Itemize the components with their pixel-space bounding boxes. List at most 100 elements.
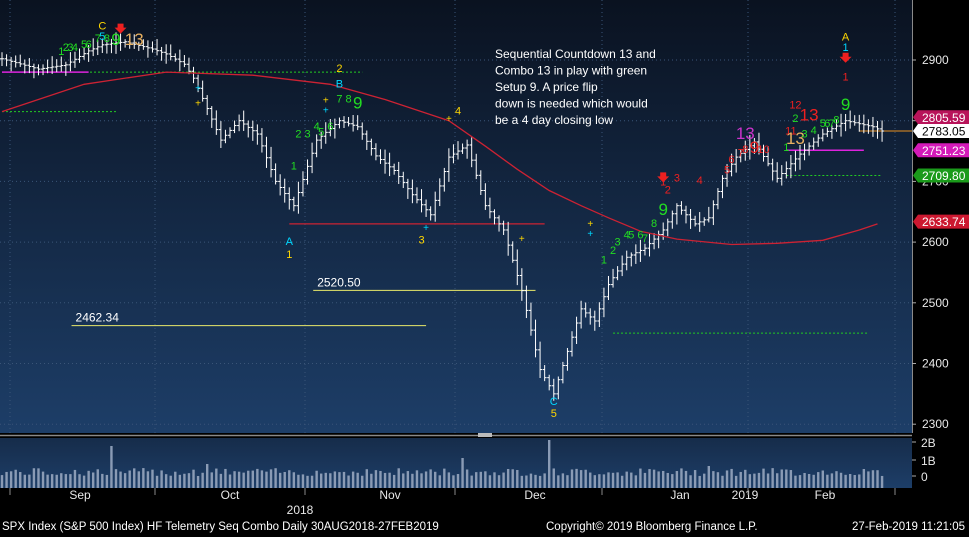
volume-bar [50,474,54,488]
volume-bar [96,469,99,488]
volume-bar [561,473,565,488]
volume-bar [589,472,592,488]
price-tag-bg [913,214,969,229]
volume-bar [712,471,715,488]
x-month-label: Nov [379,488,400,502]
volume-bar [288,470,291,488]
volume-bar [233,471,236,488]
volume-bar [434,471,437,488]
level-label: 2520.50 [317,275,361,289]
sequential-label: 3 [615,237,621,249]
volume-bar [470,475,473,488]
sequential-label: 6 [824,118,830,130]
volume-bar [14,469,17,488]
volume-bar [698,475,701,488]
volume-bar [315,470,318,488]
volume-bar [707,466,710,488]
volume-bar [32,468,36,488]
sequential-label: 1 [843,42,849,54]
volume-bar [716,472,720,488]
volume-bar [347,475,350,488]
sequential-label: 4 [697,175,703,187]
volume-bar [351,471,355,488]
volume-bar [867,471,870,488]
volume-bar [876,470,879,488]
volume-bar [652,469,656,488]
volume-bar [342,471,346,488]
volume-bar [269,469,273,488]
volume-bar [206,464,209,488]
volume-bar [871,470,875,488]
volume-bar [634,475,638,488]
volume-bar [133,468,136,488]
sequential-label: 4 [314,121,320,133]
sequential-label: 8 [833,115,839,127]
annotation-line: Setup 9. A price flip [495,80,598,94]
y-tick-label: 2500 [922,296,949,310]
volume-bar [114,469,118,488]
plus-marker: + [323,96,329,107]
volume-bar [256,468,259,488]
volume-bar [64,474,68,488]
volume-bar [383,472,387,488]
sequential-label: 8 [104,33,110,45]
annotation-text: Sequential Countdown 13 and Combo 13 in p… [495,47,656,127]
price-tag-bg [913,123,969,138]
volume-bar [762,468,765,488]
volume-bar [201,472,204,488]
sequential-label: A [842,32,850,44]
sequential-label: 6 [729,154,735,166]
volume-bar [260,470,264,488]
plus-marker: + [423,223,429,234]
volume-bar [137,471,140,488]
volume-bar [324,472,327,488]
volume-bar [123,473,127,488]
volume-bar [251,470,254,488]
volume-bar [598,474,601,488]
volume-bar [424,471,428,488]
volume-bar [529,473,533,488]
volume-bar [798,475,802,488]
x-month-label: Oct [221,488,240,502]
volume-bar [78,474,81,488]
sequential-label: 8 [742,144,748,156]
plus-marker: + [519,234,525,245]
volume-bar [333,471,337,488]
volume-bar [830,473,834,488]
volume-bar [411,473,414,488]
volume-bar [402,473,405,488]
volume-bar [780,469,783,488]
volume-bar [329,473,332,488]
volume-bar [839,472,843,488]
panel-resize-handle[interactable] [478,433,492,437]
volume-bar [105,474,109,488]
sequential-label: 13 [125,30,144,49]
volume-bar [278,472,282,488]
footer-copyright: Copyright© 2019 Bloomberg Finance L.P. [546,521,758,533]
volume-bar [475,472,478,488]
plus-marker: + [195,99,201,110]
x-month-label: Jan [670,488,689,502]
volume-bar [210,472,213,488]
price-tag: 2633.74 [913,214,969,229]
y-tick-label: 2400 [922,357,949,371]
sequential-label: 5 [81,39,87,51]
sequential-label: 9 [750,138,759,157]
plus-marker: + [195,84,201,95]
volume-bar [0,475,4,488]
annotation-line: Sequential Countdown 13 and [495,47,656,61]
sequential-label: 2 [63,42,69,54]
sequential-label: 13 [786,129,805,148]
sequential-label: 1 [286,249,292,261]
volume-bar [5,471,8,488]
sequential-label: 4 [455,106,461,118]
volume-bar [753,473,756,488]
volume-bar [301,474,305,488]
price-tag-label: 2783.05 [922,124,966,138]
volume-bar [593,475,596,488]
volume-bar [397,468,400,488]
volume-bar [484,471,487,488]
volume-bar [456,474,460,488]
